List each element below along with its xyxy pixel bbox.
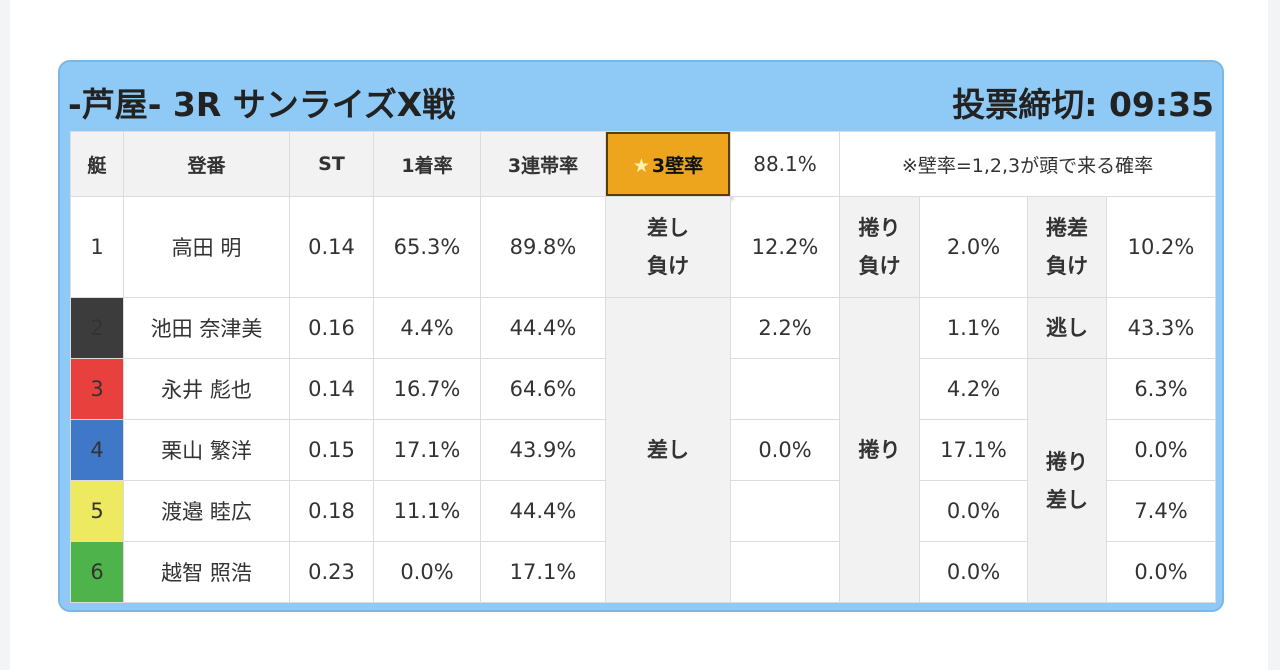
start-timing: 0.15 (289, 419, 374, 481)
makuri-value: 1.1% (919, 297, 1028, 359)
sashi-value (730, 480, 840, 542)
race-table: 艇 登番 ST 1着率 3連帯率 ★ 3壁率 88.1% ※壁率=1,2,3が頭で… (70, 131, 1216, 603)
col-name-header: 登番 (123, 131, 290, 197)
sashi-label: 差し (605, 297, 731, 603)
wall-rate-button[interactable]: ★ 3壁率 (605, 131, 731, 197)
start-timing: 0.14 (289, 196, 374, 298)
boat-number: 6 (70, 541, 124, 603)
win-rate: 17.1% (373, 419, 481, 481)
makuri-value: 0.0% (919, 541, 1028, 603)
race-title: -芦屋- 3R サンライズX戦 (68, 85, 456, 124)
makurisashi-make-value: 10.2% (1106, 196, 1216, 298)
start-timing: 0.23 (289, 541, 374, 603)
wall-rate-note: ※壁率=1,2,3が頭で来る確率 (839, 131, 1216, 197)
nige-value: 43.3% (1106, 297, 1216, 359)
betting-deadline: 投票締切: 09:35 (952, 85, 1214, 124)
racer-name: 渡邉 睦広 (123, 480, 290, 542)
racer-name: 池田 奈津美 (123, 297, 290, 359)
makurisashi-value: 0.0% (1106, 419, 1216, 481)
start-timing: 0.16 (289, 297, 374, 359)
top3-rate: 89.8% (480, 196, 606, 298)
start-timing: 0.18 (289, 480, 374, 542)
racer-name: 越智 照浩 (123, 541, 290, 603)
makuri-make-value: 2.0% (919, 196, 1028, 298)
table-header-row: 艇 登番 ST 1着率 3連帯率 ★ 3壁率 88.1% ※壁率=1,2,3が頭で… (70, 131, 1216, 197)
boat-number: 5 (70, 480, 124, 542)
makuri-make-label: 捲り 負け (839, 196, 920, 298)
col-boat-header: 艇 (70, 131, 124, 197)
makuri-value: 4.2% (919, 358, 1028, 420)
makurisashi-value: 7.4% (1106, 480, 1216, 542)
start-timing: 0.14 (289, 358, 374, 420)
win-rate: 16.7% (373, 358, 481, 420)
sashi-value: 2.2% (730, 297, 840, 359)
top3-rate: 64.6% (480, 358, 606, 420)
makurisashi-make-label: 捲差 負け (1027, 196, 1107, 298)
table-row: 3 永井 彪也 0.14 16.7% 64.6% 4.2% 捲り 差し 6.3% (70, 358, 1216, 603)
makuri-value: 0.0% (919, 480, 1028, 542)
win-rate: 0.0% (373, 541, 481, 603)
boat-number: 1 (70, 196, 124, 298)
star-icon: ★ (632, 154, 650, 177)
boat-number: 3 (70, 358, 124, 420)
makuri-label: 捲り (839, 297, 920, 603)
top3-rate: 44.4% (480, 297, 606, 359)
top3-rate: 17.1% (480, 541, 606, 603)
col-win-rate-header: 1着率 (373, 131, 481, 197)
win-rate: 65.3% (373, 196, 481, 298)
win-rate: 11.1% (373, 480, 481, 542)
col-st-header: ST (289, 131, 374, 197)
table-row: 1 高田 明 0.14 65.3% 89.8% 差し 負け 12.2% 捲り 負け … (70, 196, 1216, 298)
col-top3-rate-header: 3連帯率 (480, 131, 606, 197)
nige-label: 逃し (1027, 297, 1107, 359)
table-row: 6 越智 照浩 0.23 0.0% 17.1% 0.0% 0.0% (70, 541, 1216, 603)
top3-rate: 44.4% (480, 480, 606, 542)
makuri-value: 17.1% (919, 419, 1028, 481)
makurisashi-value: 6.3% (1106, 358, 1216, 420)
racer-name: 永井 彪也 (123, 358, 290, 420)
sashi-value (730, 358, 840, 420)
boat-number: 4 (70, 419, 124, 481)
sashi-make-value: 12.2% (730, 196, 840, 298)
racer-name: 高田 明 (123, 196, 290, 298)
top3-rate: 43.9% (480, 419, 606, 481)
sashi-value: 0.0% (730, 419, 840, 481)
wall-rate-value: 88.1% (730, 131, 840, 197)
table-row: 2 池田 奈津美 0.16 4.4% 44.4% 差し 2.2% 捲り 1.1%… (70, 297, 1216, 603)
makurisashi-label: 捲り 差し (1027, 358, 1107, 603)
sashi-make-label: 差し 負け (605, 196, 731, 298)
wall-rate-label: 3壁率 (651, 154, 704, 177)
table-row: 4 栗山 繁洋 0.15 17.1% 43.9% 0.0% 17.1% 0.0% (70, 419, 1216, 481)
racer-name: 栗山 繁洋 (123, 419, 290, 481)
makurisashi-value: 0.0% (1106, 541, 1216, 603)
boat-number: 2 (70, 297, 124, 359)
sashi-value (730, 541, 840, 603)
win-rate: 4.4% (373, 297, 481, 359)
